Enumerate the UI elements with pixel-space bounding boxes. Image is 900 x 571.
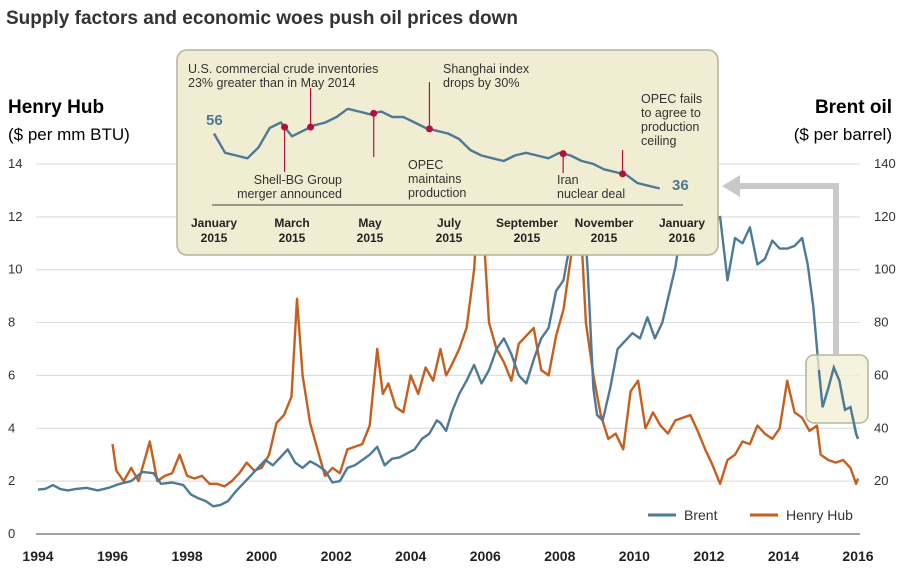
annotation-text: to agree to — [641, 106, 701, 120]
left-tick-label: 10 — [8, 262, 22, 277]
annotation-text: production — [408, 186, 466, 200]
highlight-brent-line — [817, 363, 860, 440]
x-tick-label: 1996 — [97, 548, 128, 564]
inset-tick-month: March — [274, 216, 309, 230]
left-tick-label: 12 — [8, 209, 22, 224]
annotation-text: ceiling — [641, 134, 676, 148]
legend-brent-label: Brent — [684, 507, 718, 523]
left-tick-label: 0 — [8, 526, 15, 541]
x-tick-label: 2002 — [321, 548, 352, 564]
connector-arrowhead — [722, 175, 740, 197]
annotation-text: Iran — [557, 173, 579, 187]
x-tick-label: 2000 — [246, 548, 277, 564]
inset-x-ticks: January2015March2015May2015July2015Septe… — [191, 216, 705, 245]
right-axis-title: Brent oil — [815, 97, 892, 118]
x-tick-label: 1994 — [22, 548, 53, 564]
annotation-text: Shanghai index — [443, 62, 530, 76]
left-tick-label: 8 — [8, 315, 15, 330]
annotation-text: OPEC fails — [641, 92, 702, 106]
inset-tick-year: 2015 — [514, 231, 541, 245]
annotation-text: maintains — [408, 172, 462, 186]
annotation-text: 23% greater than in May 2014 — [188, 76, 356, 90]
left-tick-label: 6 — [8, 367, 15, 382]
annotation-text: Shell-BG Group — [254, 173, 342, 187]
highlight-2015-box — [805, 354, 869, 424]
right-tick-label: 100 — [874, 262, 896, 277]
x-tick-label: 2008 — [544, 548, 575, 564]
inset-tick-year: 2015 — [279, 231, 306, 245]
annotation-text: production — [641, 120, 699, 134]
x-axis-ticks: 1994 1996 1998 2000 2002 2004 2006 2008 2010 2012… — [22, 548, 873, 564]
inset-tick-month: January — [659, 216, 705, 230]
inset-tick-month: July — [437, 216, 461, 230]
left-axis-title: Henry Hub — [8, 97, 104, 118]
left-tick-label: 14 — [8, 156, 22, 171]
brent-series-line — [37, 176, 860, 508]
inset-tick-month: November — [575, 216, 634, 230]
inset-panel: January2015March2015May2015July2015Septe… — [176, 49, 719, 256]
right-tick-label: 40 — [874, 420, 888, 435]
annotation-marker — [307, 123, 315, 131]
left-tick-label: 2 — [8, 473, 15, 488]
legend-henry-hub-label: Henry Hub — [786, 507, 853, 523]
inset-background — [176, 49, 719, 256]
inset-end-value: 36 — [672, 177, 689, 194]
right-axis-unit: ($ per barrel) — [794, 125, 892, 144]
x-tick-label: 2006 — [470, 548, 501, 564]
inset-tick-month: September — [496, 216, 558, 230]
inset-tick-year: 2015 — [436, 231, 463, 245]
annotation-marker — [619, 170, 627, 178]
annotation-marker — [425, 125, 433, 133]
annotation-text: merger announced — [237, 187, 342, 201]
left-axis-ticks: 0 2 4 6 8 10 12 14 — [8, 156, 22, 541]
right-tick-label: 20 — [874, 473, 888, 488]
annotation-text: U.S. commercial crude inventories — [188, 62, 378, 76]
inset-tick-month: May — [358, 216, 382, 230]
x-tick-label: 2010 — [619, 548, 650, 564]
annotation-marker — [370, 109, 378, 117]
x-tick-label: 1998 — [172, 548, 203, 564]
connector-arrow — [736, 183, 839, 355]
chart-title: Supply factors and economic woes push oi… — [6, 8, 518, 29]
annotation-marker — [281, 123, 289, 131]
right-tick-label: 60 — [874, 367, 888, 382]
annotation-marker — [559, 150, 567, 158]
right-tick-label: 140 — [874, 156, 896, 171]
inset-tick-month: January — [191, 216, 237, 230]
left-tick-label: 4 — [8, 420, 15, 435]
annotation-text: drops by 30% — [443, 76, 519, 90]
left-axis-unit: ($ per mm BTU) — [8, 125, 130, 144]
inset-brent-line — [212, 107, 660, 190]
x-tick-label: 2004 — [395, 548, 426, 564]
x-tick-label: 2016 — [842, 548, 873, 564]
x-tick-label: 2014 — [768, 548, 799, 564]
inset-tick-year: 2016 — [669, 231, 696, 245]
inset-tick-year: 2015 — [591, 231, 618, 245]
annotation-text: OPEC — [408, 158, 443, 172]
annotation-text: nuclear deal — [557, 187, 625, 201]
right-tick-label: 120 — [874, 209, 896, 224]
right-tick-label: 80 — [874, 315, 888, 330]
inset-tick-year: 2015 — [201, 231, 228, 245]
inset-start-value: 56 — [206, 112, 223, 129]
inset-tick-year: 2015 — [357, 231, 384, 245]
x-tick-label: 2012 — [693, 548, 724, 564]
right-axis-ticks: 20 40 60 80 100 120 140 — [874, 156, 896, 488]
